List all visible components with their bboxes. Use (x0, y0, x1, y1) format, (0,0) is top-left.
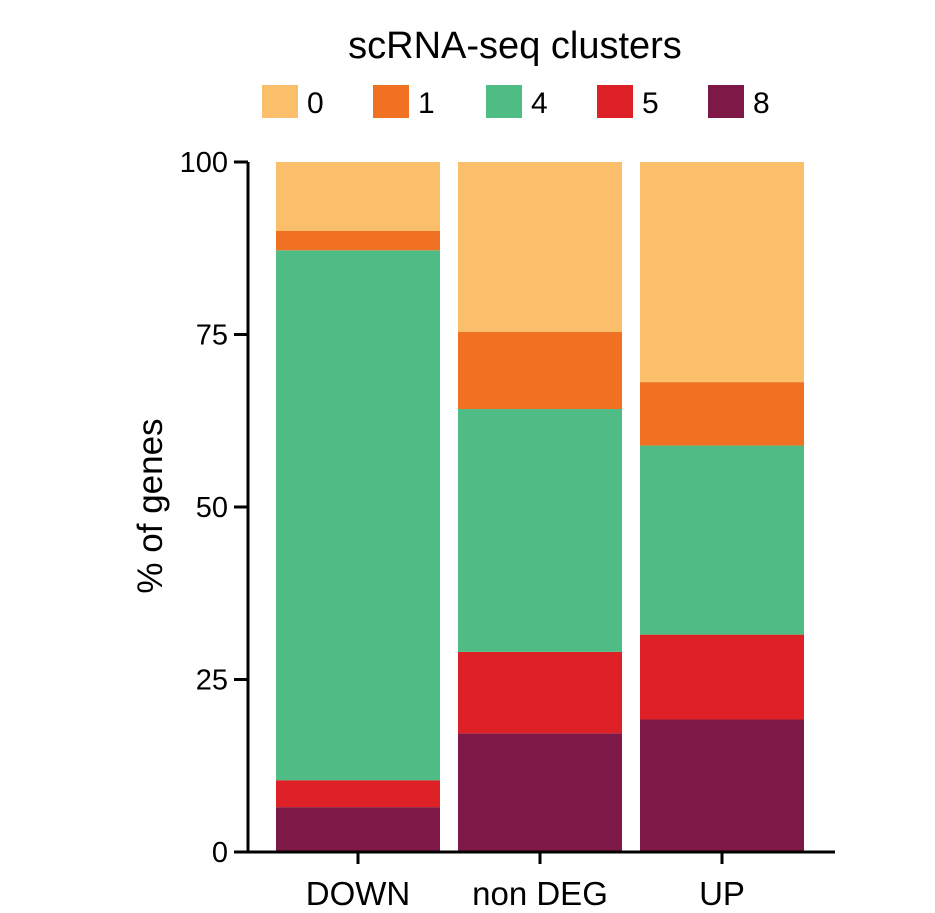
bar-segment-up-cluster-4 (640, 445, 804, 635)
bar-segment-down-cluster-0 (276, 162, 440, 231)
legend: 0 1 4 5 8 (262, 85, 770, 120)
legend-swatch-cluster-8 (708, 85, 744, 118)
y-tick-label: 25 (196, 665, 228, 697)
bar-segment-up-cluster-1 (640, 382, 804, 446)
x-category-label: non DEG (472, 875, 608, 912)
y-axis-title: % of genes (131, 418, 170, 593)
y-tick-label: 100 (180, 147, 228, 179)
legend-swatch-cluster-4 (486, 85, 522, 118)
legend-label-cluster-5: 5 (642, 87, 659, 120)
legend-label-cluster-0: 0 (307, 87, 324, 120)
legend-label-cluster-1: 1 (418, 87, 435, 120)
x-category-label: DOWN (306, 875, 410, 912)
bar-segment-non-deg-cluster-1 (458, 331, 622, 410)
bar-segment-down-cluster-8 (276, 807, 440, 852)
legend-swatch-cluster-0 (262, 85, 298, 118)
bar-segment-down-cluster-5 (276, 780, 440, 808)
legend-title: scRNA-seq clusters (348, 25, 682, 67)
y-tick-label: 50 (196, 492, 228, 524)
bar-segment-up-cluster-0 (640, 162, 804, 383)
x-category-label: UP (699, 875, 745, 912)
bar-segment-non-deg-cluster-5 (458, 651, 622, 734)
legend-swatch-cluster-1 (373, 85, 409, 118)
y-tick-label: 0 (212, 837, 228, 869)
axes: 0 25 50 75 100 DOWN non DEG UP (180, 147, 835, 912)
bar-segment-up-cluster-8 (640, 719, 804, 852)
y-tick-label: 75 (196, 320, 228, 352)
bar-segment-down-cluster-1 (276, 231, 440, 251)
bar-segment-non-deg-cluster-8 (458, 733, 622, 852)
bar-segment-non-deg-cluster-4 (458, 409, 622, 652)
legend-label-cluster-8: 8 (753, 87, 770, 120)
legend-swatch-cluster-5 (597, 85, 633, 118)
bar-segment-non-deg-cluster-0 (458, 162, 622, 332)
bar-segment-down-cluster-4 (276, 250, 440, 781)
bar-segment-up-cluster-5 (640, 634, 804, 720)
legend-label-cluster-4: 4 (531, 87, 548, 120)
bars (276, 162, 804, 852)
